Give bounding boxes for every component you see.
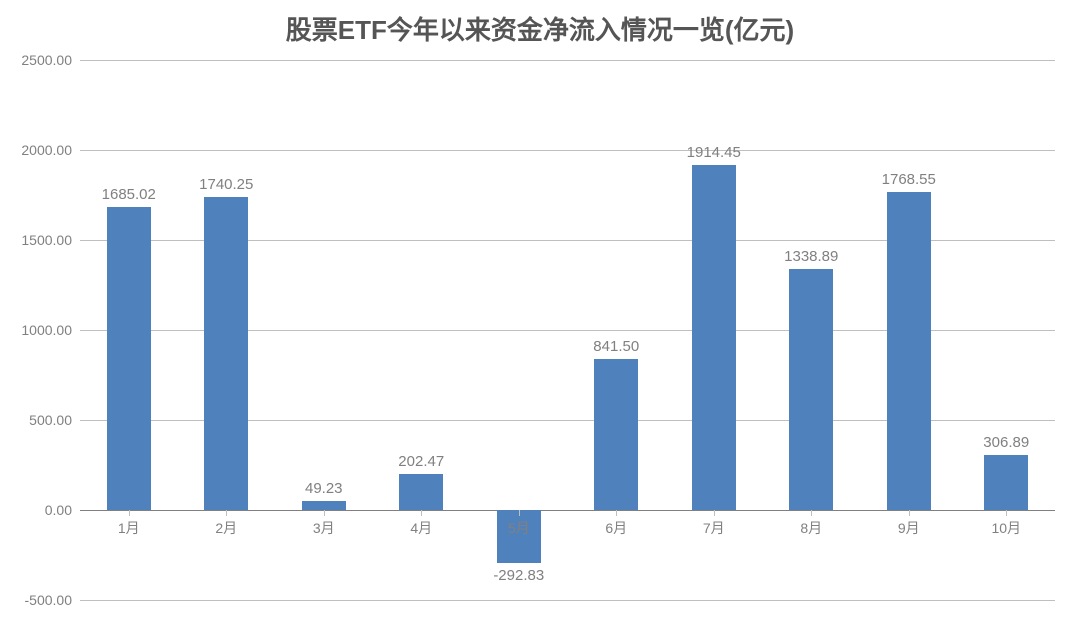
bar: [887, 192, 931, 510]
gridline: [80, 600, 1055, 601]
bar: [107, 207, 151, 510]
x-tick-label: 1月: [118, 518, 140, 538]
y-tick-label: 1500.00: [2, 232, 72, 248]
x-tick-mark: [129, 510, 130, 516]
x-tick-mark: [226, 510, 227, 516]
bar: [204, 197, 248, 510]
x-tick-mark: [616, 510, 617, 516]
y-tick-label: -500.00: [2, 592, 72, 608]
x-tick-mark: [1006, 510, 1007, 516]
bar: [302, 501, 346, 510]
bar: [692, 165, 736, 510]
chart-title: 股票ETF今年以来资金净流入情况一览(亿元): [0, 10, 1080, 47]
y-tick-label: 1000.00: [2, 322, 72, 338]
bar: [984, 455, 1028, 510]
x-tick-label: 6月: [605, 518, 627, 538]
x-tick-mark: [519, 510, 520, 516]
x-tick-mark: [909, 510, 910, 516]
bar-value-label: 1768.55: [882, 171, 936, 188]
gridline: [80, 60, 1055, 61]
x-tick-label: 3月: [313, 518, 335, 538]
chart-container: { "chart": { "type": "bar", "title": "股票…: [0, 0, 1080, 621]
x-tick-label: 8月: [800, 518, 822, 538]
bar-value-label: 306.89: [983, 434, 1029, 451]
x-tick-label: 5月: [508, 518, 530, 538]
x-tick-mark: [714, 510, 715, 516]
bar-value-label: 1338.89: [784, 248, 838, 265]
bar: [789, 269, 833, 510]
bar: [399, 474, 443, 510]
x-tick-label: 9月: [898, 518, 920, 538]
bar: [594, 359, 638, 510]
x-tick-label: 4月: [410, 518, 432, 538]
bar-value-label: 1740.25: [199, 176, 253, 193]
bar-value-label: 49.23: [305, 480, 343, 497]
y-tick-label: 500.00: [2, 412, 72, 428]
x-tick-mark: [324, 510, 325, 516]
bar-value-label: -292.83: [493, 567, 544, 584]
bar-value-label: 841.50: [593, 338, 639, 355]
bar-value-label: 1685.02: [102, 186, 156, 203]
gridline: [80, 150, 1055, 151]
x-tick-label: 2月: [215, 518, 237, 538]
x-tick-mark: [421, 510, 422, 516]
x-tick-label: 7月: [703, 518, 725, 538]
bar-value-label: 202.47: [398, 453, 444, 470]
plot-area: -500.000.00500.001000.001500.002000.0025…: [80, 60, 1055, 600]
x-tick-label: 10月: [991, 518, 1021, 538]
y-tick-label: 0.00: [2, 502, 72, 518]
bar-value-label: 1914.45: [687, 144, 741, 161]
x-tick-mark: [811, 510, 812, 516]
y-tick-label: 2500.00: [2, 52, 72, 68]
y-tick-label: 2000.00: [2, 142, 72, 158]
